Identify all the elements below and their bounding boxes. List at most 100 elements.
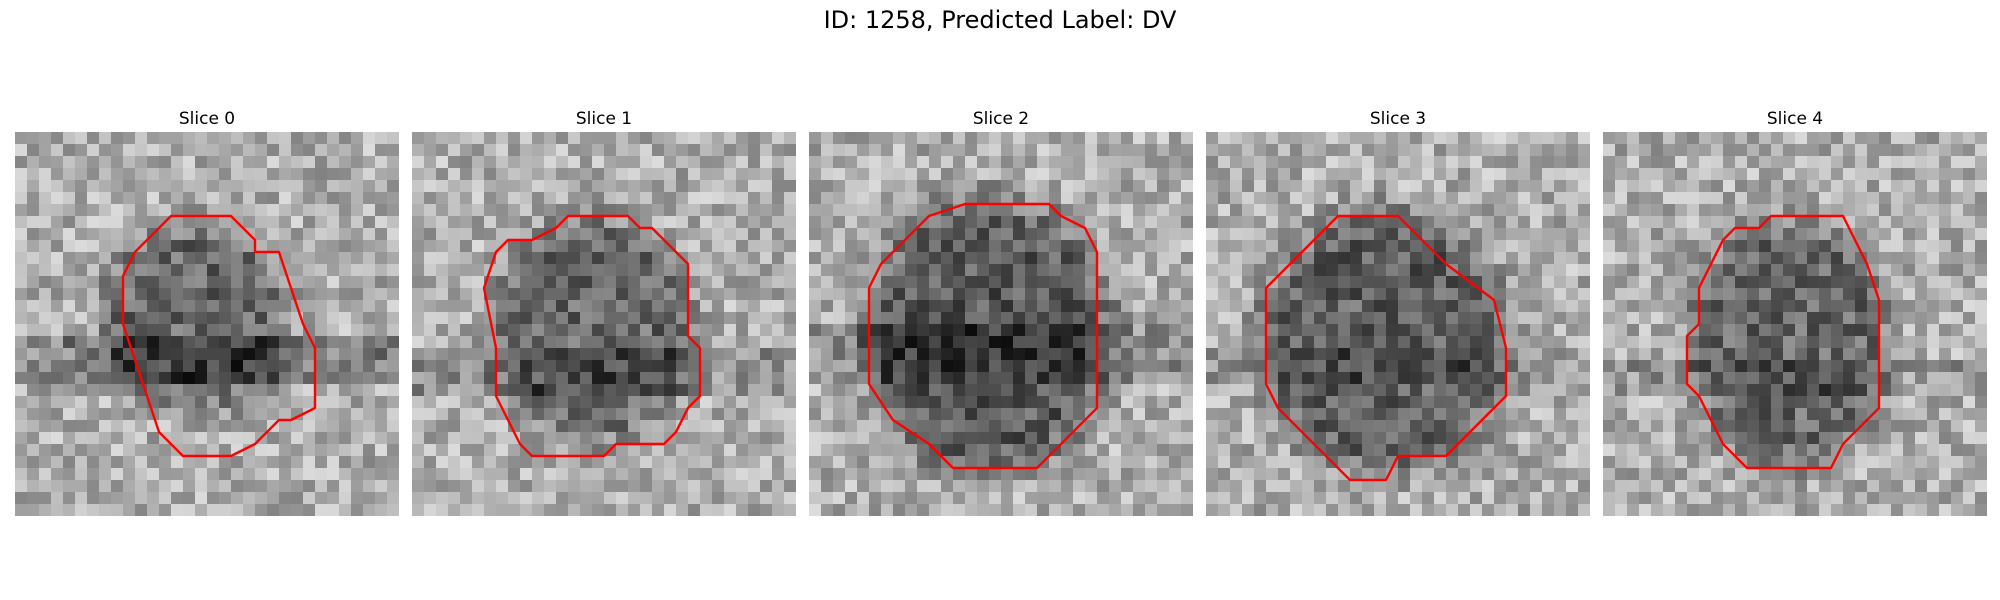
- pixel: [123, 480, 135, 492]
- pixel: [1109, 324, 1121, 336]
- pixel: [1651, 228, 1663, 240]
- pixel: [953, 456, 965, 468]
- pixel: [1230, 324, 1242, 336]
- pixel: [736, 192, 748, 204]
- pixel: [303, 444, 315, 456]
- pixel: [1807, 240, 1819, 252]
- pixel: [520, 384, 532, 396]
- pixel: [833, 360, 845, 372]
- pixel: [809, 228, 821, 240]
- pixel: [351, 180, 363, 192]
- pixel: [1338, 276, 1350, 288]
- pixel: [243, 252, 255, 264]
- pixel: [1410, 420, 1422, 432]
- pixel: [159, 156, 171, 168]
- pixel: [387, 180, 399, 192]
- pixel: [712, 492, 724, 504]
- pixel: [1085, 216, 1097, 228]
- pixel: [1181, 360, 1193, 372]
- pixel: [1073, 252, 1085, 264]
- pixel: [219, 384, 231, 396]
- pixel: [219, 396, 231, 408]
- pixel: [520, 336, 532, 348]
- pixel: [207, 252, 219, 264]
- pixel: [1951, 288, 1963, 300]
- pixel: [1398, 300, 1410, 312]
- pixel: [1578, 348, 1590, 360]
- pixel: [1771, 444, 1783, 456]
- pixel: [1699, 408, 1711, 420]
- pixel: [1819, 348, 1831, 360]
- pixel: [135, 228, 147, 240]
- pixel: [628, 480, 640, 492]
- pixel: [1362, 324, 1374, 336]
- pixel: [351, 288, 363, 300]
- pixel: [315, 288, 327, 300]
- pixel: [1903, 408, 1915, 420]
- pixel: [1025, 492, 1037, 504]
- pixel: [1723, 360, 1735, 372]
- pixel: [977, 360, 989, 372]
- pixel: [243, 408, 255, 420]
- pixel: [748, 240, 760, 252]
- pixel: [1061, 204, 1073, 216]
- pixel: [1603, 300, 1615, 312]
- pixel: [1061, 444, 1073, 456]
- pixel: [1230, 480, 1242, 492]
- pixel: [953, 300, 965, 312]
- pixel: [760, 480, 772, 492]
- pixel: [1915, 372, 1927, 384]
- pixel: [724, 360, 736, 372]
- pixel: [339, 468, 351, 480]
- pixel: [1302, 492, 1314, 504]
- pixel: [1169, 492, 1181, 504]
- pixel: [1927, 156, 1939, 168]
- pixel: [1831, 324, 1843, 336]
- pixel: [664, 216, 676, 228]
- pixel: [111, 252, 123, 264]
- pixel: [953, 372, 965, 384]
- pixel: [1422, 420, 1434, 432]
- pixel: [1326, 240, 1338, 252]
- pixel: [724, 216, 736, 228]
- pixel: [1218, 252, 1230, 264]
- pixel: [460, 468, 472, 480]
- pixel: [977, 168, 989, 180]
- pixel: [640, 432, 652, 444]
- pixel: [1169, 468, 1181, 480]
- pixel: [1554, 372, 1566, 384]
- pixel: [147, 492, 159, 504]
- pixel: [303, 504, 315, 516]
- pixel: [303, 204, 315, 216]
- pixel: [845, 456, 857, 468]
- pixel: [279, 324, 291, 336]
- pixel: [472, 444, 484, 456]
- pixel: [965, 384, 977, 396]
- pixel: [1530, 192, 1542, 204]
- pixel: [1494, 168, 1506, 180]
- pixel: [893, 288, 905, 300]
- pixel: [917, 168, 929, 180]
- pixel: [375, 444, 387, 456]
- pixel: [1915, 336, 1927, 348]
- pixel: [893, 348, 905, 360]
- pixel: [1506, 408, 1518, 420]
- pixel: [424, 408, 436, 420]
- pixel: [736, 396, 748, 408]
- pixel: [1338, 240, 1350, 252]
- segmentation-contour: [121, 214, 317, 458]
- pixel: [496, 384, 508, 396]
- pixel: [1615, 204, 1627, 216]
- pixel: [51, 468, 63, 480]
- pixel: [27, 300, 39, 312]
- pixel: [351, 456, 363, 468]
- pixel: [1542, 312, 1554, 324]
- pixel: [833, 216, 845, 228]
- pixel: [219, 336, 231, 348]
- pixel: [1242, 240, 1254, 252]
- pixel: [1951, 192, 1963, 204]
- pixel: [1133, 420, 1145, 432]
- pixel: [1025, 300, 1037, 312]
- pixel: [1085, 396, 1097, 408]
- pixel: [1073, 336, 1085, 348]
